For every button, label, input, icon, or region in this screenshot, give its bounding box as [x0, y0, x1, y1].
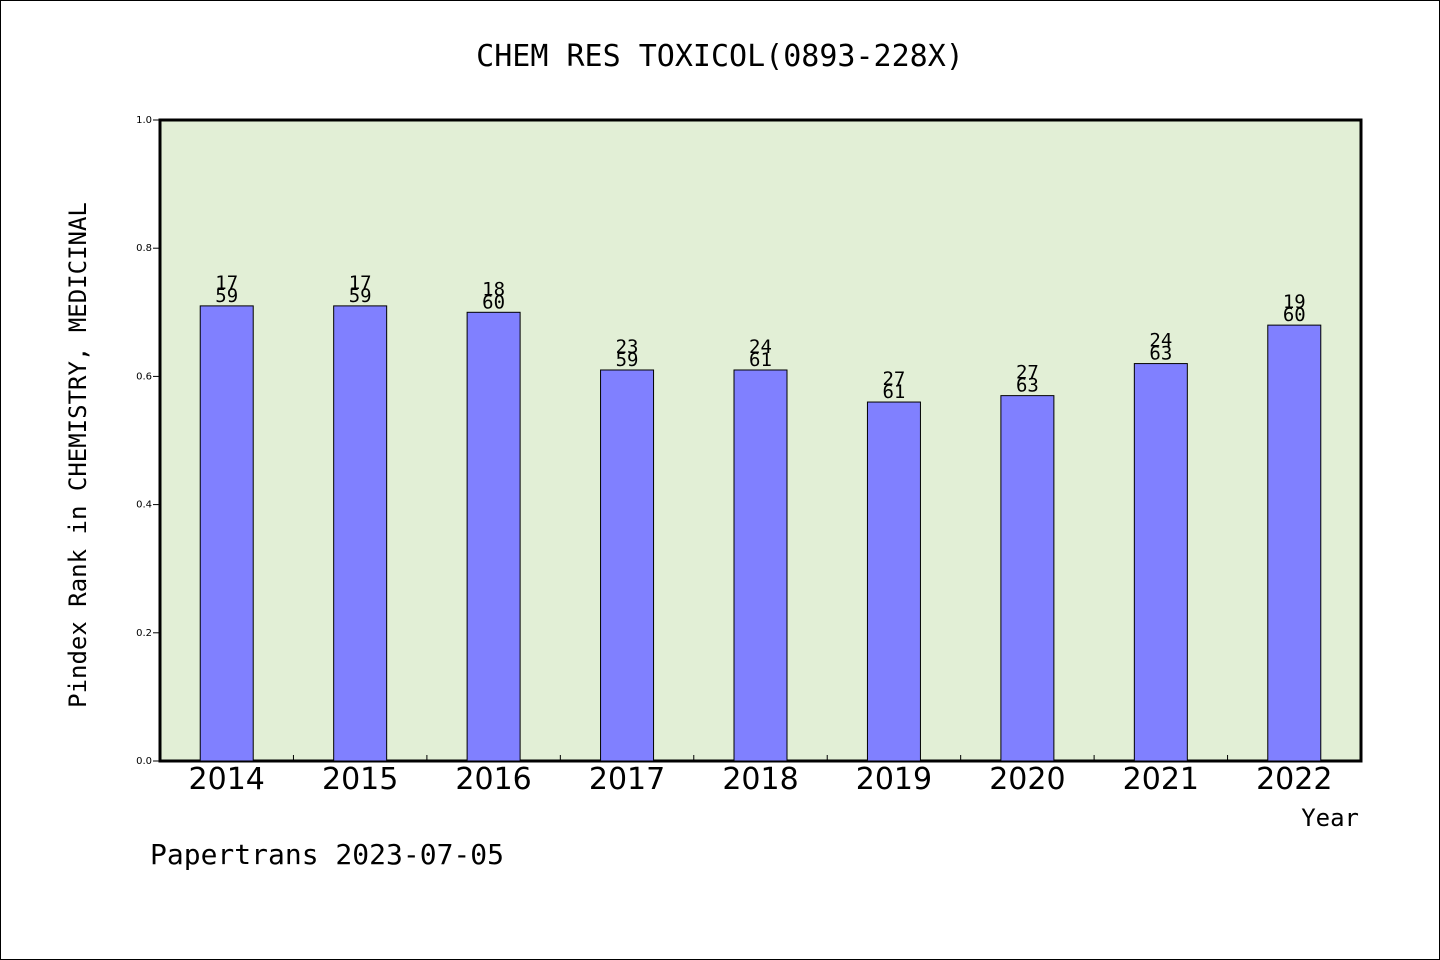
bar-total-label: 61 [882, 381, 905, 403]
bar [1000, 395, 1055, 762]
bar [1133, 363, 1188, 762]
x-tick-label: 2019 [856, 762, 932, 797]
y-tick-label: 0.8 [136, 243, 152, 254]
x-axis: 2014 2015 2016 2017 2018 2019 2020 2021 2022 [189, 755, 1332, 797]
bar-total-label: 59 [215, 285, 238, 307]
bar-total-label: 61 [749, 349, 772, 371]
x-tick-label: 2020 [989, 762, 1065, 797]
bar [600, 369, 655, 762]
bar-rank-label: 24 [1149, 330, 1172, 352]
x-tick-label: 2022 [1256, 762, 1332, 797]
x-tick-label: 2017 [589, 762, 665, 797]
y-tick-label: 0.0 [136, 756, 152, 767]
bar-rank-label: 17 [215, 272, 238, 294]
bar [333, 305, 388, 762]
y-tick-label: 1.0 [136, 115, 152, 126]
bar-total-label: 63 [1149, 343, 1172, 365]
x-axis-label: Year [1301, 804, 1359, 832]
y-axis: 0.0 0.2 0.4 0.6 0.8 1.0 [136, 115, 160, 767]
bar [199, 305, 254, 762]
bar-total-label: 60 [482, 291, 505, 313]
x-tick-label: 2016 [455, 762, 531, 797]
x-tick-label: 2014 [189, 762, 265, 797]
y-tick-label: 0.4 [136, 500, 152, 511]
bar-rank-label: 17 [349, 272, 372, 294]
x-tick-label: 2018 [722, 762, 798, 797]
x-tick-label: 2021 [1123, 762, 1199, 797]
bar [1267, 324, 1322, 762]
y-axis-label: Pindex Rank in CHEMISTRY, MEDICINAL [64, 202, 92, 708]
x-tick-label: 2015 [322, 762, 398, 797]
bar-rank-label: 27 [882, 368, 905, 390]
bar [733, 369, 788, 762]
bar-rank-label: 18 [482, 278, 505, 300]
footer-credit: Papertrans 2023-07-05 [150, 838, 504, 871]
y-tick-label: 0.2 [136, 628, 152, 639]
bar-rank-label: 19 [1283, 291, 1306, 313]
bar-rank-label: 23 [616, 336, 639, 358]
bar [866, 401, 921, 762]
bar-total-label: 63 [1016, 375, 1039, 397]
y-tick-label: 0.6 [136, 371, 152, 382]
bar [466, 311, 521, 762]
chart-title: CHEM RES TOXICOL(0893-228X) [476, 39, 964, 74]
bar-total-label: 59 [616, 349, 639, 371]
bar-rank-label: 27 [1016, 362, 1039, 384]
bar-total-label: 60 [1283, 304, 1306, 326]
bar-rank-label: 24 [749, 336, 772, 358]
bar-total-label: 59 [349, 285, 372, 307]
